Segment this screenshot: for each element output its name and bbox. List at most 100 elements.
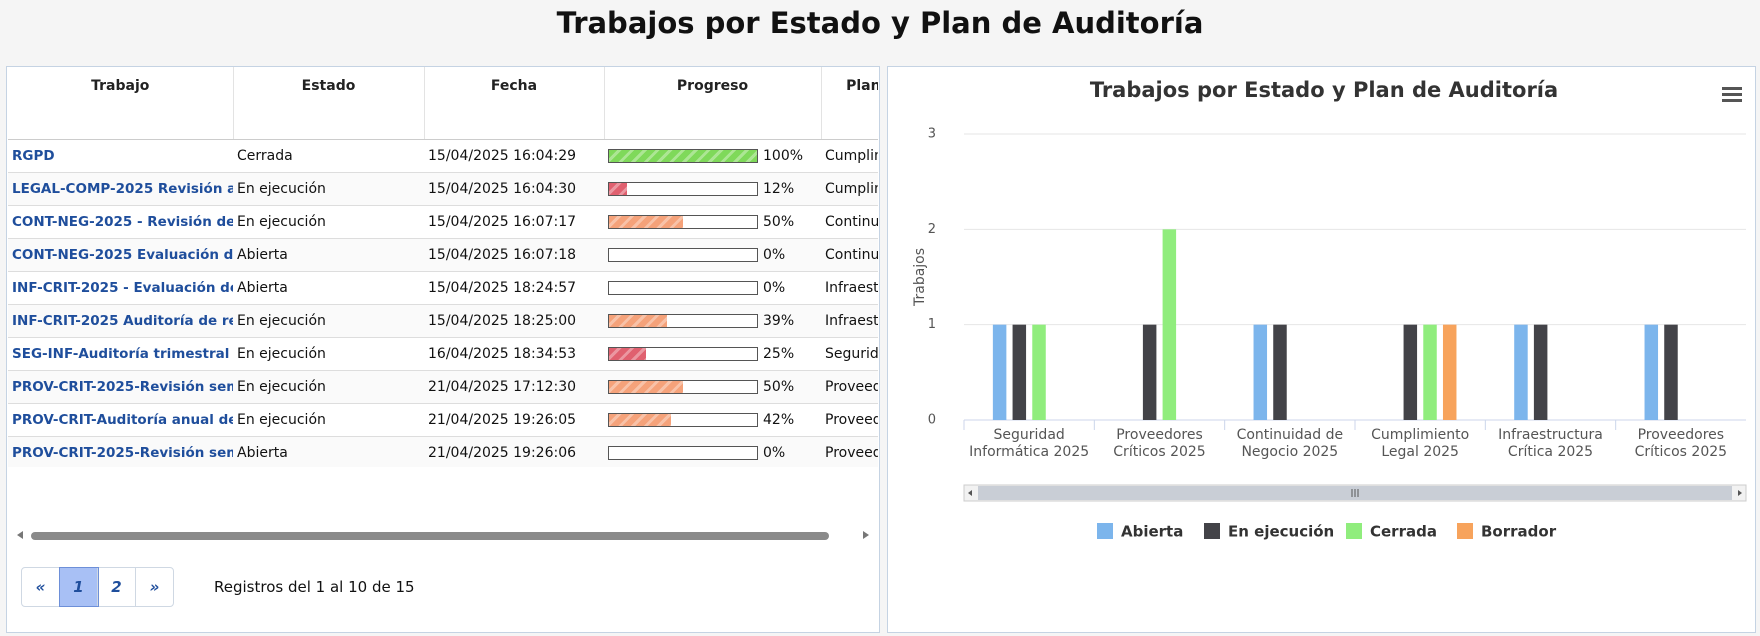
table-row: CONT-NEG-2025 Evaluación de Abierta 15/04/… bbox=[8, 238, 878, 272]
legend-swatch[interactable] bbox=[1204, 523, 1220, 539]
scroll-thumb[interactable] bbox=[31, 532, 829, 540]
table-row: INF-CRIT-2025 Auditoría de red En ejecuci… bbox=[8, 304, 878, 338]
progress-track bbox=[608, 182, 758, 196]
x-tick-line: Informática 2025 bbox=[969, 444, 1089, 460]
table-row: CONT-NEG-2025 - Revisión del En ejecución… bbox=[8, 205, 878, 239]
y-tick-label: 0 bbox=[928, 413, 936, 428]
page-button[interactable]: 1 bbox=[59, 567, 99, 607]
column-header: Fecha bbox=[424, 67, 605, 140]
y-tick-label: 3 bbox=[928, 127, 936, 142]
legend-label[interactable]: En ejecución bbox=[1228, 523, 1334, 541]
cell-fecha: 15/04/2025 16:07:17 bbox=[424, 205, 604, 239]
cell-trabajo[interactable]: PROV-CRIT-Auditoría anual de bbox=[8, 403, 233, 437]
cell-estado: Abierta bbox=[233, 436, 424, 467]
cell-progreso: 100% bbox=[604, 139, 821, 173]
cell-fecha: 15/04/2025 16:04:29 bbox=[424, 139, 604, 173]
cell-estado: En ejecución bbox=[233, 337, 424, 371]
legend-swatch[interactable] bbox=[1097, 523, 1113, 539]
cell-trabajo[interactable]: PROV-CRIT-2025-Revisión sem bbox=[8, 370, 233, 404]
cell-progreso: 39% bbox=[604, 304, 821, 338]
cell-trabajo[interactable]: RGPD bbox=[8, 139, 233, 173]
progress-bar bbox=[609, 315, 667, 327]
cell-trabajo[interactable]: LEGAL-COMP-2025 Revisión an bbox=[8, 172, 233, 206]
cell-plan: Continuidad de Negocio 2025 bbox=[821, 238, 878, 272]
chart: Trabajos por Estado y Plan de Auditoría … bbox=[912, 78, 1747, 541]
cell-plan: Proveedores Críticos 2025 bbox=[821, 370, 878, 404]
bar bbox=[1253, 324, 1268, 420]
cell-trabajo[interactable]: SEG-INF-Auditoría trimestral Q bbox=[8, 337, 233, 371]
x-tick-line: Continuidad de bbox=[1237, 427, 1344, 443]
legend-label[interactable]: Cerrada bbox=[1370, 523, 1437, 541]
cell-plan: Infraestructura Crítica 2025 bbox=[821, 304, 878, 338]
cell-fecha: 15/04/2025 16:07:18 bbox=[424, 238, 604, 272]
cell-plan: Infraestructura Crítica 2025 bbox=[821, 271, 878, 305]
progress-label: 25% bbox=[763, 346, 795, 362]
x-tick-line: Críticos 2025 bbox=[1635, 444, 1727, 460]
progress-bar bbox=[609, 150, 757, 162]
cell-fecha: 16/04/2025 18:34:53 bbox=[424, 337, 604, 371]
page-prev[interactable]: « bbox=[22, 568, 60, 606]
legend-label[interactable]: Abierta bbox=[1121, 523, 1183, 541]
cell-fecha: 21/04/2025 19:26:05 bbox=[424, 403, 604, 437]
bar bbox=[1514, 324, 1528, 420]
y-axis-label: Trabajos bbox=[912, 248, 928, 307]
column-header: Plan de Auditoría bbox=[821, 67, 878, 140]
legend-label[interactable]: Borrador bbox=[1481, 523, 1557, 541]
cell-plan: Cumplimiento Legal 2025 bbox=[821, 172, 878, 206]
bar bbox=[1273, 324, 1287, 420]
page-button[interactable]: 2 bbox=[98, 568, 136, 606]
cell-progreso: 0% bbox=[604, 238, 821, 272]
progress-label: 100% bbox=[763, 148, 804, 164]
x-tick-line: Legal 2025 bbox=[1381, 444, 1459, 460]
cell-fecha: 21/04/2025 19:26:06 bbox=[424, 436, 604, 467]
legend-swatch[interactable] bbox=[1346, 523, 1362, 539]
progress-label: 0% bbox=[763, 445, 786, 461]
x-tick-line: Seguridad bbox=[994, 427, 1065, 443]
cell-estado: En ejecución bbox=[233, 205, 424, 239]
progress-bar bbox=[609, 216, 683, 228]
records-info: Registros del 1 al 10 de 15 bbox=[214, 578, 415, 596]
cell-progreso: 25% bbox=[604, 337, 821, 371]
cell-trabajo[interactable]: INF-CRIT-2025 - Evaluación de bbox=[8, 271, 233, 305]
progress-track bbox=[608, 149, 758, 163]
column-header: Trabajo bbox=[8, 67, 234, 140]
bar bbox=[1442, 324, 1457, 420]
cell-fecha: 15/04/2025 18:24:57 bbox=[424, 271, 604, 305]
table-row: LEGAL-COMP-2025 Revisión an En ejecución 1… bbox=[8, 172, 878, 206]
x-tick-line: Proveedores bbox=[1116, 427, 1203, 443]
bar bbox=[1664, 324, 1678, 420]
cell-progreso: 12% bbox=[604, 172, 821, 206]
cell-fecha: 15/04/2025 16:04:30 bbox=[424, 172, 604, 206]
cell-plan: Proveedores Críticos 2025 bbox=[821, 403, 878, 437]
cell-trabajo[interactable]: PROV-CRIT-2025-Revisión sem bbox=[8, 436, 233, 467]
progress-label: 0% bbox=[763, 280, 786, 296]
table-row: PROV-CRIT-Auditoría anual de En ejecución… bbox=[8, 403, 878, 437]
table-row: PROV-CRIT-2025-Revisión sem Abierta 21/04/… bbox=[8, 436, 878, 467]
bar bbox=[1403, 324, 1418, 420]
chart-panel: Trabajos por Estado y Plan de Auditoría … bbox=[887, 66, 1756, 633]
table-row: RGPD Cerrada 15/04/2025 16:04:29 100% Cumpli… bbox=[8, 139, 878, 173]
progress-label: 0% bbox=[763, 247, 786, 263]
cell-trabajo[interactable]: CONT-NEG-2025 - Revisión del bbox=[8, 205, 233, 239]
legend-swatch[interactable] bbox=[1457, 523, 1473, 539]
scrollbar[interactable] bbox=[15, 528, 871, 542]
x-tick-label: Proveedores Críticos 2025 bbox=[1113, 427, 1205, 460]
cell-estado: Abierta bbox=[233, 271, 424, 305]
cell-trabajo[interactable]: INF-CRIT-2025 Auditoría de red bbox=[8, 304, 233, 338]
cell-fecha: 15/04/2025 18:25:00 bbox=[424, 304, 604, 338]
table-row: PROV-CRIT-2025-Revisión sem En ejecución 2… bbox=[8, 370, 878, 404]
menu-button[interactable] bbox=[1722, 87, 1742, 102]
cell-progreso: 50% bbox=[604, 205, 821, 239]
pagination: « 1 2 » bbox=[21, 567, 174, 607]
x-tick-label: Continuidad de Negocio 2025 bbox=[1237, 427, 1344, 460]
progress-bar bbox=[609, 414, 672, 426]
cell-trabajo[interactable]: CONT-NEG-2025 Evaluación de bbox=[8, 238, 233, 272]
page-next[interactable]: » bbox=[149, 578, 160, 596]
bar bbox=[1162, 229, 1177, 420]
cell-estado: En ejecución bbox=[233, 304, 424, 338]
chart-scrollbar[interactable] bbox=[963, 484, 1747, 502]
